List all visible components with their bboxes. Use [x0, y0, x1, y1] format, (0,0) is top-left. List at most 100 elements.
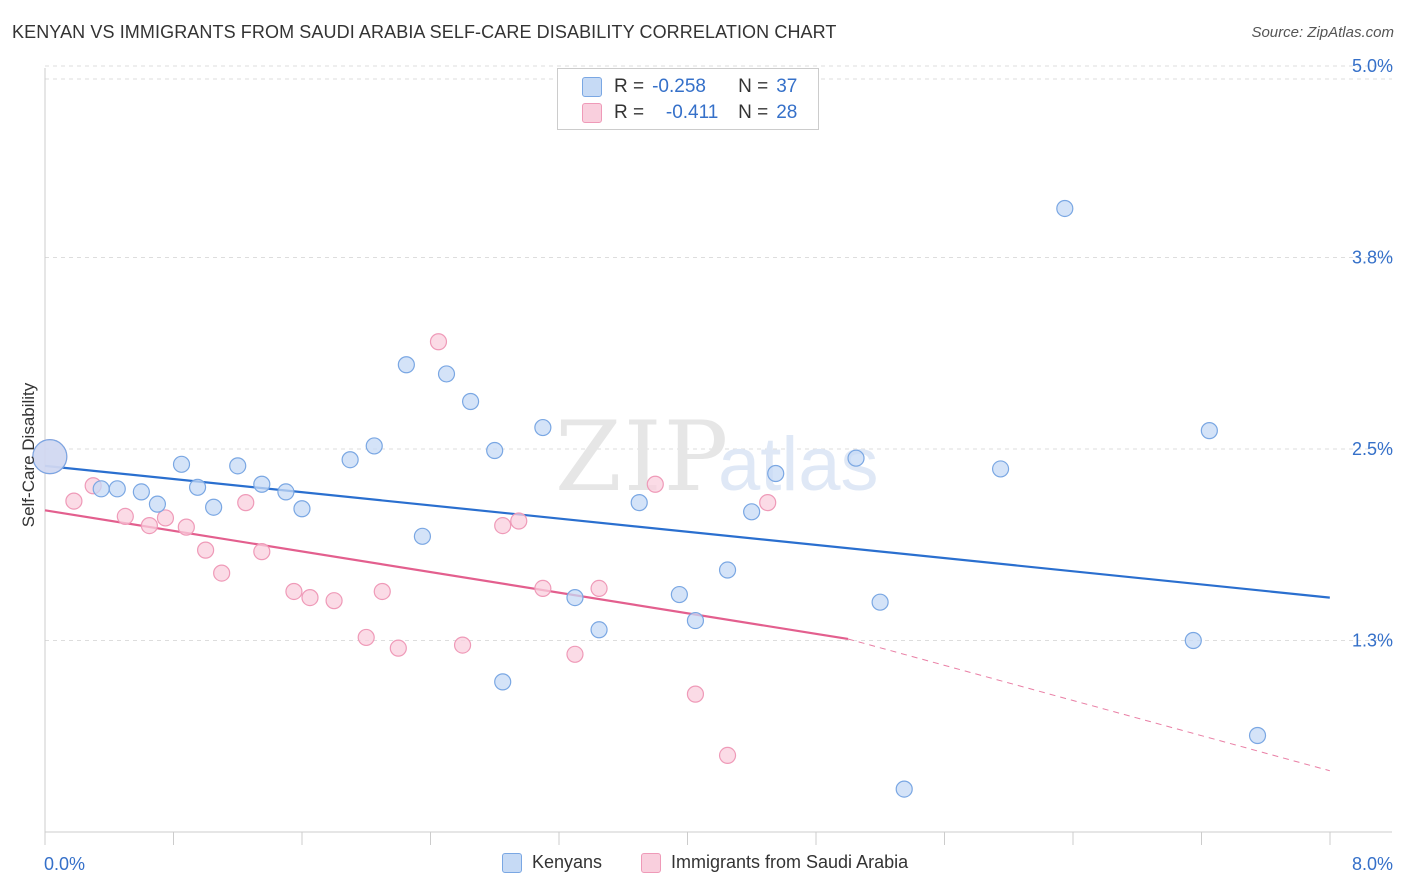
kenyans-point — [397, 356, 415, 374]
kenyans-point — [341, 451, 359, 469]
kenyans-point — [486, 441, 504, 460]
saudi-point — [197, 541, 215, 559]
legend-item-saudi: Immigrants from Saudi Arabia — [641, 852, 908, 873]
kenyans-point — [205, 498, 223, 516]
axis-layer: 1.3% 2.5% 3.8% 5.0% 0.0% 8.0% — [44, 56, 1393, 874]
series-legend: Kenyans Immigrants from Saudi Arabia — [0, 852, 1406, 878]
kenyans-point — [1248, 726, 1267, 745]
r-value: -0.258 — [652, 76, 706, 97]
saudi-point — [301, 589, 319, 607]
y-tick-label: 1.3% — [1352, 631, 1393, 651]
kenyans-point — [991, 460, 1010, 478]
saudi-point — [759, 494, 777, 512]
kenyans-point — [871, 593, 889, 611]
saudi-point — [718, 746, 737, 765]
legend-row-saudi: R = -0.411 N = 28 — [582, 101, 797, 125]
kenyans-point — [686, 611, 705, 630]
y-tick-label: 3.8% — [1352, 248, 1393, 268]
saudi-point — [534, 579, 552, 598]
r-label: R = — [614, 76, 645, 97]
saudi-point — [453, 636, 472, 654]
saudi-point — [140, 516, 158, 535]
points-layer — [32, 199, 1267, 798]
n-label: N = — [738, 102, 769, 123]
legend-row-kenyans: R = -0.258 N = 37 — [582, 75, 797, 99]
pink-swatch-icon — [641, 852, 661, 873]
saudi-point — [156, 509, 175, 527]
kenyans-point — [895, 780, 913, 798]
x-tick-label: 8.0% — [1352, 854, 1393, 874]
kenyans-point — [132, 483, 150, 501]
kenyans-point — [148, 495, 167, 513]
kenyans-point — [1200, 422, 1218, 440]
kenyans-point — [630, 494, 648, 512]
kenyans-point — [534, 418, 552, 437]
watermark-zip: ZIP — [555, 401, 730, 513]
y-tick-label: 2.5% — [1352, 439, 1393, 459]
kenyans-point — [718, 561, 737, 579]
kenyans-point — [365, 437, 383, 455]
saudi-point — [65, 492, 83, 510]
kenyans-point — [293, 500, 311, 518]
saudi-point — [213, 564, 231, 582]
n-label: N = — [738, 76, 769, 97]
legend-label: Kenyans — [532, 852, 603, 872]
kenyans-point — [108, 480, 126, 498]
watermark: ZIP atlas — [555, 401, 879, 513]
correlation-legend: R = -0.258 N = 37 R = -0.411 N = 28 — [557, 68, 819, 130]
saudi-trend-extension — [847, 638, 1330, 772]
legend-item-kenyans: Kenyans — [502, 852, 602, 873]
kenyans-point — [1184, 631, 1202, 650]
kenyans-point — [743, 503, 761, 521]
saudi-point — [285, 582, 303, 601]
kenyans-point — [461, 392, 480, 411]
saudi-point — [253, 543, 271, 561]
saudi-point — [116, 507, 134, 526]
y-tick-label: 5.0% — [1352, 56, 1393, 76]
kenyans-point — [590, 621, 608, 639]
kenyans-point — [437, 365, 456, 383]
saudi-point — [510, 512, 528, 530]
kenyans-point — [32, 439, 68, 475]
kenyans-point — [767, 464, 785, 483]
kenyans-point — [494, 673, 512, 691]
kenyans-point — [847, 449, 865, 467]
legend-label: Immigrants from Saudi Arabia — [671, 852, 909, 872]
kenyans-point — [188, 478, 207, 496]
kenyans-point — [566, 589, 584, 607]
blue-swatch-icon — [502, 852, 522, 873]
saudi-point — [357, 628, 375, 647]
kenyans-point — [413, 527, 432, 545]
kenyans-point — [229, 457, 247, 475]
saudi-point — [429, 333, 448, 351]
y-axis-label: Self-Care Disability — [19, 382, 38, 527]
kenyans-point — [92, 480, 110, 498]
saudi-point — [237, 494, 255, 512]
kenyans-point — [1056, 199, 1074, 218]
n-value: 37 — [776, 76, 798, 97]
saudi-point — [177, 518, 195, 536]
r-label: R = — [614, 102, 645, 123]
saudi-point — [373, 582, 391, 601]
saudi-point — [686, 685, 705, 703]
x-tick-label: 0.0% — [44, 854, 85, 874]
saudi-point — [566, 645, 584, 663]
grid-layer — [45, 65, 1392, 641]
kenyans-point — [670, 585, 688, 604]
n-value: 28 — [776, 102, 798, 123]
saudi-point — [494, 516, 512, 535]
chart-title: KENYAN VS IMMIGRANTS FROM SAUDI ARABIA S… — [12, 22, 837, 42]
kenyans-point — [253, 475, 271, 493]
pink-swatch-icon — [582, 103, 602, 123]
saudi-point — [590, 579, 608, 598]
r-value: -0.411 — [665, 102, 719, 123]
kenyans-point — [172, 455, 191, 473]
saudi-trend-line — [44, 509, 849, 641]
blue-swatch-icon — [582, 77, 602, 97]
saudi-point — [325, 592, 343, 610]
kenyans-point — [277, 483, 295, 501]
saudi-point — [389, 639, 407, 657]
saudi-point — [646, 475, 664, 493]
source-label: Source: ZipAtlas.com — [1251, 24, 1394, 41]
